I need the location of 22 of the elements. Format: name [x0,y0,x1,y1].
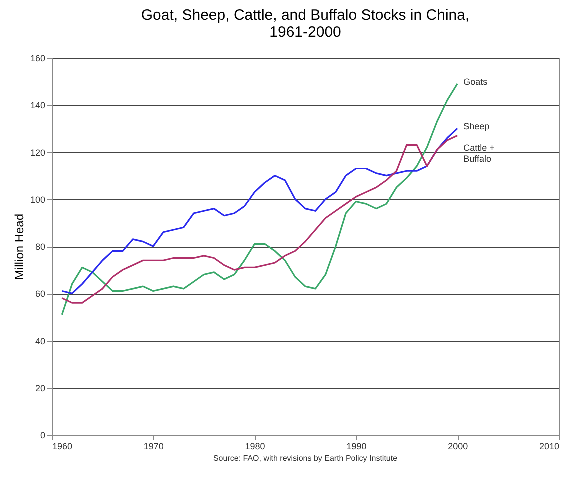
line-series [61,83,458,316]
y-tick-label: 160 [30,54,46,64]
series-label: Goats [464,76,488,87]
x-tick-label: 1970 [144,442,164,452]
series-label: Sheep [464,122,490,132]
x-tick-label: 2010 [539,442,560,452]
y-tick-label: 0 [40,430,46,440]
x-tick-label: 2000 [448,442,468,452]
y-tick-label: 40 [35,336,46,346]
x-tick-label: 1960 [52,442,73,452]
y-tick-label: 20 [35,383,46,394]
chart-title: Goat, Sheep, Cattle, and Buffalo Stocks in China, 1961-2000 [141,7,470,41]
series-label: Cattle + Buffalo [464,142,495,164]
source-note: Source: FAO, with revisions by Earth Policy Institute [213,454,398,463]
x-tick-label: 1990 [346,442,367,452]
y-axis-title: Million Head [12,214,26,280]
y-tick-label: 120 [30,148,46,158]
y-tick-label: 100 [30,194,46,205]
y-tick-label: 140 [30,100,46,111]
y-tick-label: 60 [35,289,46,300]
x-tick-label: 1980 [245,442,266,452]
y-tick-label: 80 [35,242,46,252]
